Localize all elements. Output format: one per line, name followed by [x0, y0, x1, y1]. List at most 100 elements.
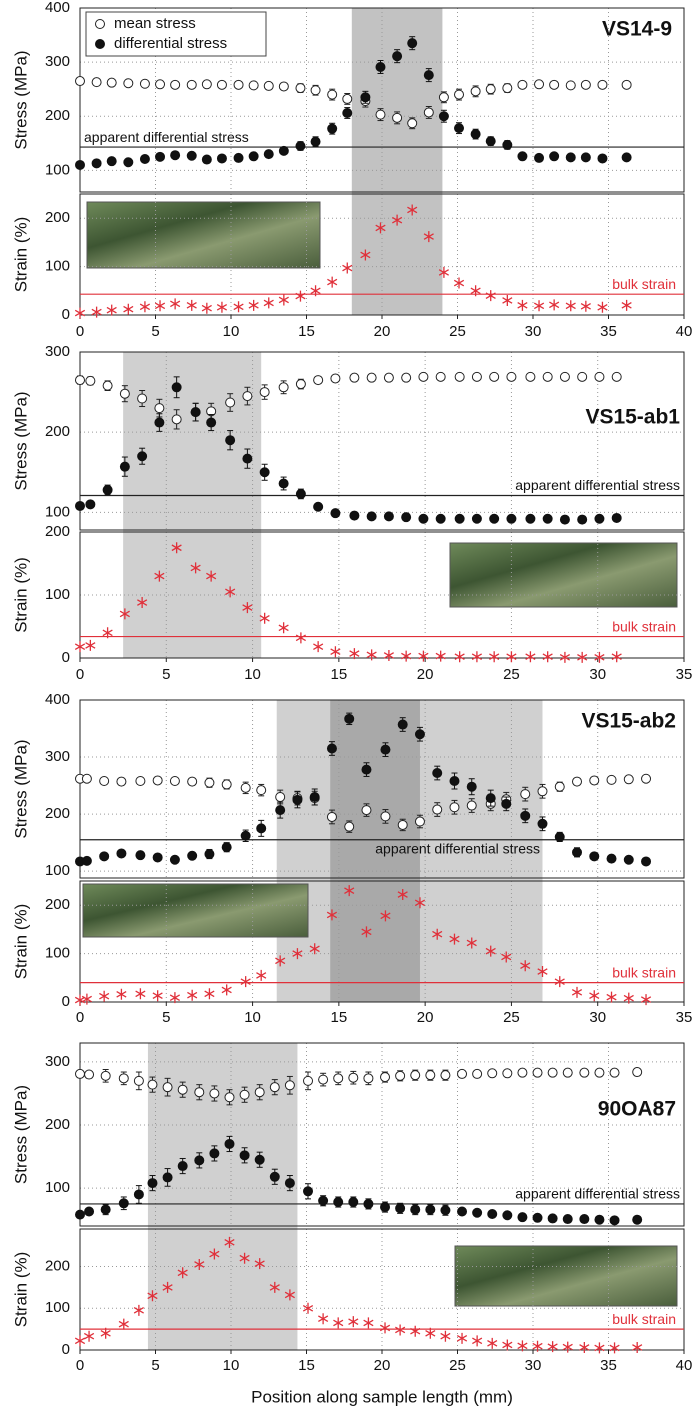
data-point — [449, 776, 460, 787]
y-axis-title: Stress (MPa) — [11, 1085, 30, 1184]
strain-point — [360, 249, 371, 261]
data-point — [466, 781, 477, 792]
x-tick-label: 0 — [76, 666, 84, 683]
data-point — [318, 1074, 329, 1085]
y-axis-title: Strain (%) — [11, 557, 30, 633]
strain-point — [171, 542, 182, 554]
data-point — [579, 1214, 590, 1225]
data-point — [75, 159, 85, 170]
data-point — [472, 1068, 483, 1079]
panel-frame — [79, 531, 685, 659]
data-point — [106, 156, 117, 167]
data-point — [454, 89, 465, 100]
x-tick-label: 35 — [600, 1357, 617, 1374]
strain-point — [348, 1316, 359, 1328]
data-point — [395, 1070, 406, 1081]
data-point — [361, 805, 372, 816]
data-point — [392, 51, 403, 62]
data-point — [254, 1087, 265, 1098]
data-point — [549, 79, 560, 90]
data-point — [75, 500, 85, 511]
y-tick-label: 200 — [45, 1258, 70, 1275]
data-point — [425, 1204, 436, 1215]
data-point — [572, 776, 583, 787]
strain-point — [154, 570, 165, 582]
data-point — [547, 1213, 558, 1224]
data-point — [254, 1154, 265, 1165]
data-point — [361, 764, 372, 775]
data-point — [435, 371, 446, 382]
strain-point — [379, 1322, 391, 1334]
strain-point — [472, 1335, 483, 1347]
data-point — [225, 435, 236, 446]
strain-point — [278, 294, 289, 306]
data-point — [410, 1204, 421, 1215]
strain-point — [565, 300, 576, 312]
x-tick-label: 0 — [76, 323, 84, 340]
data-point — [284, 1178, 295, 1189]
strain-point — [295, 632, 306, 644]
data-point — [380, 744, 391, 755]
strain-point — [102, 627, 113, 639]
x-tick-label: 15 — [331, 1009, 348, 1026]
data-point — [471, 371, 482, 382]
strain-point — [577, 651, 588, 663]
sample-photo — [454, 1245, 678, 1307]
strain-point — [106, 304, 117, 316]
data-point — [454, 123, 465, 134]
data-point — [392, 112, 403, 123]
strain-point — [118, 1318, 129, 1330]
strain-point — [152, 990, 163, 1002]
data-point — [418, 513, 429, 524]
data-point — [333, 1073, 344, 1084]
data-point — [577, 371, 588, 382]
data-point — [295, 83, 306, 94]
data-point — [330, 373, 341, 384]
y-tick-label: 100 — [45, 1179, 70, 1196]
data-point — [256, 823, 267, 834]
strain-point — [135, 988, 146, 1000]
panel-frame — [79, 880, 685, 1003]
strain-point — [640, 994, 652, 1006]
strain-point — [397, 889, 408, 901]
strain-point — [302, 1302, 314, 1314]
sample-title: 90OA87 — [598, 1098, 676, 1121]
data-point — [380, 1072, 391, 1083]
strain-point — [206, 570, 217, 582]
data-point — [466, 800, 477, 811]
data-point — [348, 1072, 359, 1083]
data-point — [240, 830, 251, 841]
y-tick-label: 100 — [45, 258, 70, 275]
y-tick-label: 0 — [62, 993, 70, 1010]
data-point — [542, 513, 553, 524]
data-point — [349, 372, 360, 383]
data-point — [344, 713, 355, 724]
x-tick-label: 40 — [676, 323, 693, 340]
data-point — [623, 774, 634, 785]
data-point — [432, 768, 443, 779]
strain-point — [330, 646, 341, 658]
data-point — [485, 136, 496, 147]
data-point — [85, 499, 96, 510]
x-tick-label: 30 — [589, 666, 606, 683]
strain-point — [99, 990, 110, 1002]
data-point — [100, 1070, 111, 1081]
data-point — [295, 141, 306, 151]
x-tick-label: 35 — [676, 666, 693, 683]
strain-point — [533, 300, 545, 312]
x-tick-label: 40 — [676, 1357, 693, 1374]
data-point — [102, 380, 113, 391]
strain-point — [594, 1342, 605, 1354]
data-point — [278, 478, 289, 489]
data-point — [224, 1092, 235, 1103]
y-axis-title: Strain (%) — [11, 1252, 30, 1328]
strain-point — [225, 586, 236, 598]
strain-point — [547, 1341, 558, 1353]
y-tick-label: 0 — [62, 306, 70, 323]
data-point — [99, 851, 110, 862]
data-point — [186, 79, 197, 90]
data-point — [152, 852, 163, 863]
strain-point — [559, 651, 571, 663]
data-point — [170, 150, 181, 161]
